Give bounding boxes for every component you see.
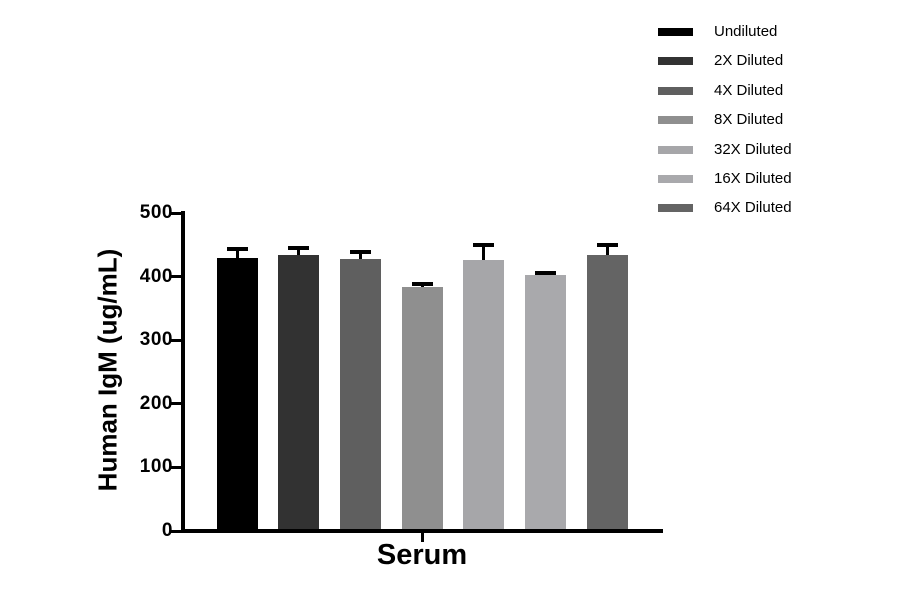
y-tick-label-100: 100 — [139, 456, 173, 478]
error-bar-cap-32x-diluted — [473, 242, 495, 247]
y-axis-line — [181, 211, 185, 533]
legend-swatch-2x-diluted — [658, 57, 693, 66]
legend-item-32x-diluted: 32X Diluted — [658, 140, 792, 160]
bar-16x-diluted — [524, 275, 566, 531]
x-tick-serum — [420, 533, 424, 542]
legend-label-2x-diluted: 2X Diluted — [714, 52, 784, 70]
legend-swatch-undiluted — [658, 28, 693, 36]
legend-swatch-4x-diluted — [658, 86, 693, 95]
error-bar-stem-4x-diluted — [358, 251, 362, 259]
x-axis-group-label: Serum — [376, 539, 468, 571]
y-tick-label-0: 0 — [161, 520, 173, 541]
y-tick-300 — [171, 338, 181, 342]
error-bar-stem-64x-diluted — [605, 245, 609, 255]
legend-item-16x-diluted: 16X Diluted — [658, 169, 792, 189]
legend-label-undiluted: Undiluted — [714, 23, 778, 40]
bar-8x-diluted — [401, 286, 443, 531]
y-tick-label-500: 500 — [139, 202, 173, 223]
y-tick-100 — [171, 465, 181, 469]
legend-swatch-16x-diluted — [658, 175, 693, 183]
error-bar-stem-2x-diluted — [297, 247, 301, 255]
error-bar-cap-2x-diluted — [288, 245, 310, 250]
error-bar-cap-4x-diluted — [349, 249, 371, 254]
legend-swatch-8x-diluted — [658, 116, 693, 125]
bar-32x-diluted — [463, 260, 505, 531]
legend-label-16x-diluted: 16X Diluted — [714, 170, 792, 187]
legend-item-4x-diluted: 4X Diluted — [658, 81, 783, 101]
legend-label-4x-diluted: 4X Diluted — [714, 81, 784, 99]
bar-undiluted — [216, 257, 258, 531]
error-bar-cap-8x-diluted — [411, 282, 433, 287]
legend-item-undiluted: Undiluted — [658, 22, 777, 42]
legend-item-64x-diluted: 64X Diluted — [658, 198, 792, 218]
legend-swatch-32x-diluted — [658, 145, 693, 154]
bar-4x-diluted — [339, 258, 381, 531]
y-tick-200 — [171, 402, 181, 406]
y-tick-0 — [171, 529, 181, 533]
y-tick-label-400: 400 — [139, 265, 173, 287]
legend-label-32x-diluted: 32X Diluted — [714, 140, 792, 158]
y-tick-label-300: 300 — [139, 329, 173, 351]
error-bar-cap-64x-diluted — [596, 243, 618, 248]
y-tick-500 — [171, 211, 181, 215]
y-tick-label-200: 200 — [139, 392, 173, 414]
legend-item-2x-diluted: 2X Diluted — [658, 51, 783, 71]
x-axis-line — [181, 529, 663, 533]
error-bar-cap-undiluted — [226, 247, 248, 252]
legend-item-8x-diluted: 8X Diluted — [658, 110, 783, 130]
error-bar-cap-16x-diluted — [534, 270, 556, 275]
y-tick-400 — [171, 275, 181, 279]
error-bar-stem-32x-diluted — [482, 244, 486, 261]
legend-label-8x-diluted: 8X Diluted — [714, 111, 784, 129]
legend-label-64x-diluted: 64X Diluted — [714, 199, 792, 217]
error-bar-stem-undiluted — [235, 249, 239, 258]
legend-swatch-64x-diluted — [658, 204, 693, 213]
bar-64x-diluted — [586, 254, 628, 531]
bar-2x-diluted — [278, 254, 320, 531]
